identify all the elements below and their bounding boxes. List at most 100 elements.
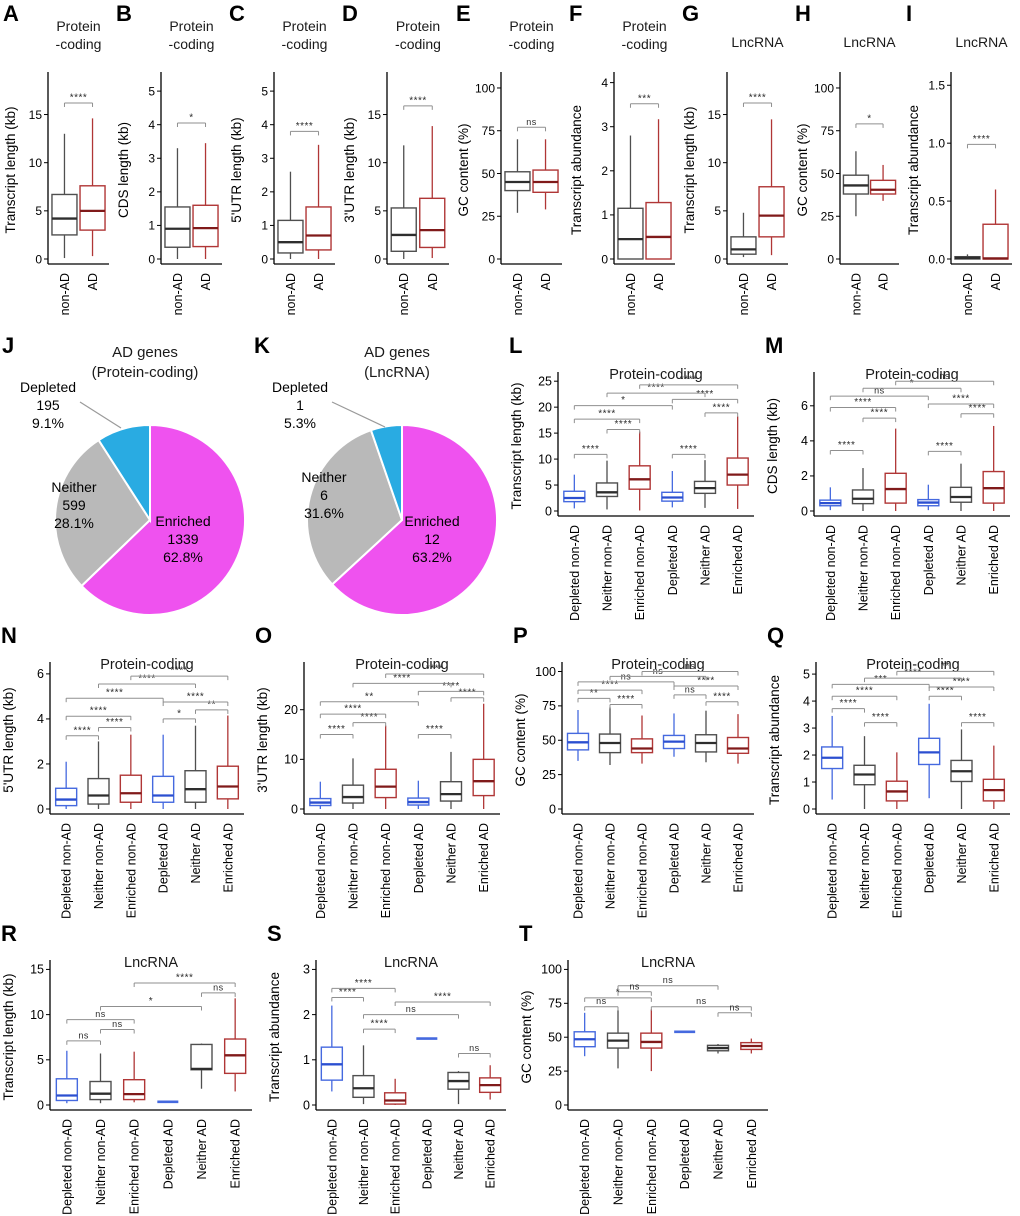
panel-title: -coding (622, 36, 668, 52)
significance-bracket: **** (927, 394, 995, 409)
panel-letter: J (2, 333, 14, 358)
x-category-label: AD (652, 273, 666, 290)
x-category-label: Depleted non-AD (325, 1119, 339, 1215)
svg-text:****: **** (598, 409, 616, 420)
significance-bracket: **** (961, 712, 995, 727)
y-tick-label: 3 (148, 152, 155, 166)
significance-bracket: **** (864, 712, 898, 727)
panel-B: B Protein -coding 0 1 2 3 4 5 CDS length (kb) non-… (115, 0, 228, 332)
y-tick-label: 15 (30, 963, 44, 977)
svg-text:****: **** (106, 688, 124, 699)
x-category-label: Enriched AD (731, 525, 745, 594)
significance-bracket: **** (385, 663, 485, 678)
panel-C: C Protein -coding 0 1 2 3 4 5 5'UTR length (kb) no… (228, 0, 341, 332)
panel-D: D Protein -coding 0 5 10 15 3'UTR length (kb) no… (341, 0, 455, 332)
significance-bracket: * (584, 987, 652, 1002)
pie-label-Neither: 599 (62, 497, 86, 513)
y-axis-label: 3'UTR length (kb) (342, 117, 357, 222)
y-tick-label: 100 (535, 665, 556, 679)
box-Neither AD (694, 710, 718, 763)
x-category-label: Enriched non-AD (636, 823, 650, 918)
y-tick-label: 15 (538, 426, 552, 440)
pie-label-Enriched: 63.2% (412, 549, 452, 565)
box-Enriched AD (223, 998, 247, 1092)
svg-text:****: **** (459, 687, 477, 698)
box-AD (192, 143, 219, 259)
panel-letter: B (116, 1, 132, 26)
box-Depleted AD (917, 484, 940, 511)
panel-K: K AD genes (LncRNA) Enriched 12 63.2% Neither 6… (252, 332, 504, 622)
x-category-label: Neither non-AD (858, 823, 872, 909)
y-tick-label: 4 (148, 118, 155, 132)
significance-bracket: ** (577, 688, 611, 703)
significance-bracket: **** (65, 725, 99, 740)
panel-title: LncRNA (843, 34, 896, 50)
svg-text:****: **** (749, 92, 767, 103)
x-category-label: Neither AD (699, 525, 713, 585)
box-Enriched non-AD (630, 715, 654, 764)
x-category-label: AD (765, 273, 779, 290)
y-tick-label: 3 (261, 152, 268, 166)
pie-slice-Enriched (330, 423, 498, 616)
x-category-label: Enriched AD (477, 823, 491, 892)
x-category-label: Enriched non-AD (128, 1119, 142, 1214)
box-Neither AD (190, 1043, 213, 1089)
y-tick-label: 0 (827, 252, 834, 266)
x-category-label: AD (989, 273, 1003, 290)
y-tick-label: 25 (548, 1064, 562, 1078)
y-tick-label: 1.5 (928, 79, 945, 93)
x-category-label: Neither non-AD (357, 1119, 371, 1205)
panel-title: -coding (282, 36, 328, 52)
svg-text:****: **** (582, 444, 600, 455)
y-tick-label: 10 (284, 753, 298, 767)
box-Enriched AD (472, 703, 495, 809)
panel-letter: I (906, 1, 912, 26)
pie-label-Neither: 31.6% (304, 505, 344, 521)
box-non-AD (164, 148, 191, 259)
svg-text:****: **** (854, 397, 872, 408)
y-tick-label: 4 (601, 76, 608, 90)
y-tick-label: 10 (708, 156, 722, 170)
significance-bracket: * (573, 395, 673, 410)
x-category-label: non-AD (511, 273, 525, 315)
svg-text:**: ** (365, 691, 374, 702)
significance-bracket: **** (331, 987, 364, 1002)
box-Neither non-AD (853, 736, 876, 809)
significance-bracket: **** (831, 686, 898, 701)
y-tick-label: 15 (368, 108, 382, 122)
x-category-label: Enriched AD (987, 525, 1001, 594)
significance-bracket: ** (319, 691, 419, 706)
panel-title: (Protein-coding) (92, 364, 199, 381)
y-tick-label: 100 (814, 81, 834, 95)
x-category-label: Enriched non-AD (379, 823, 393, 918)
x-category-label: Depleted AD (666, 525, 680, 595)
panel-title: Protein-coding (611, 657, 705, 673)
y-tick-label: 50 (542, 734, 556, 748)
x-category-label: non-AD (961, 273, 975, 315)
significance-bracket: **** (573, 409, 641, 424)
x-category-label: Enriched non-AD (890, 823, 904, 918)
svg-text:**: ** (590, 688, 599, 699)
box-Enriched AD (740, 1038, 763, 1054)
y-tick-label: 75 (542, 699, 556, 713)
y-tick-label: 3 (601, 120, 608, 134)
box-Depleted non-AD (563, 474, 586, 509)
svg-text:****: **** (344, 704, 362, 715)
significance-bracket: **** (966, 134, 997, 149)
y-tick-label: 5 (545, 478, 552, 492)
x-category-label: Neither AD (195, 1119, 209, 1179)
panel-O: O Protein-coding 0 10 20 3'UTR length (kb) Dep… (254, 622, 510, 920)
panel-title: -coding (509, 36, 555, 52)
box-Neither AD (950, 729, 973, 809)
y-tick-label: 2 (803, 748, 810, 762)
panel-letter: M (765, 333, 783, 358)
y-tick-label: 1 (303, 1053, 310, 1067)
svg-text:****: **** (647, 383, 665, 394)
svg-text:****: **** (904, 668, 922, 679)
panel-title: AD genes (364, 344, 430, 361)
x-category-label: non-AD (397, 273, 411, 315)
panel-S: S LncRNA 0 1 2 3 Transcript abundance Depleted … (266, 920, 516, 1216)
svg-text:****: **** (409, 95, 427, 106)
panel-letter: H (795, 1, 811, 26)
x-category-label: non-AD (737, 273, 751, 315)
